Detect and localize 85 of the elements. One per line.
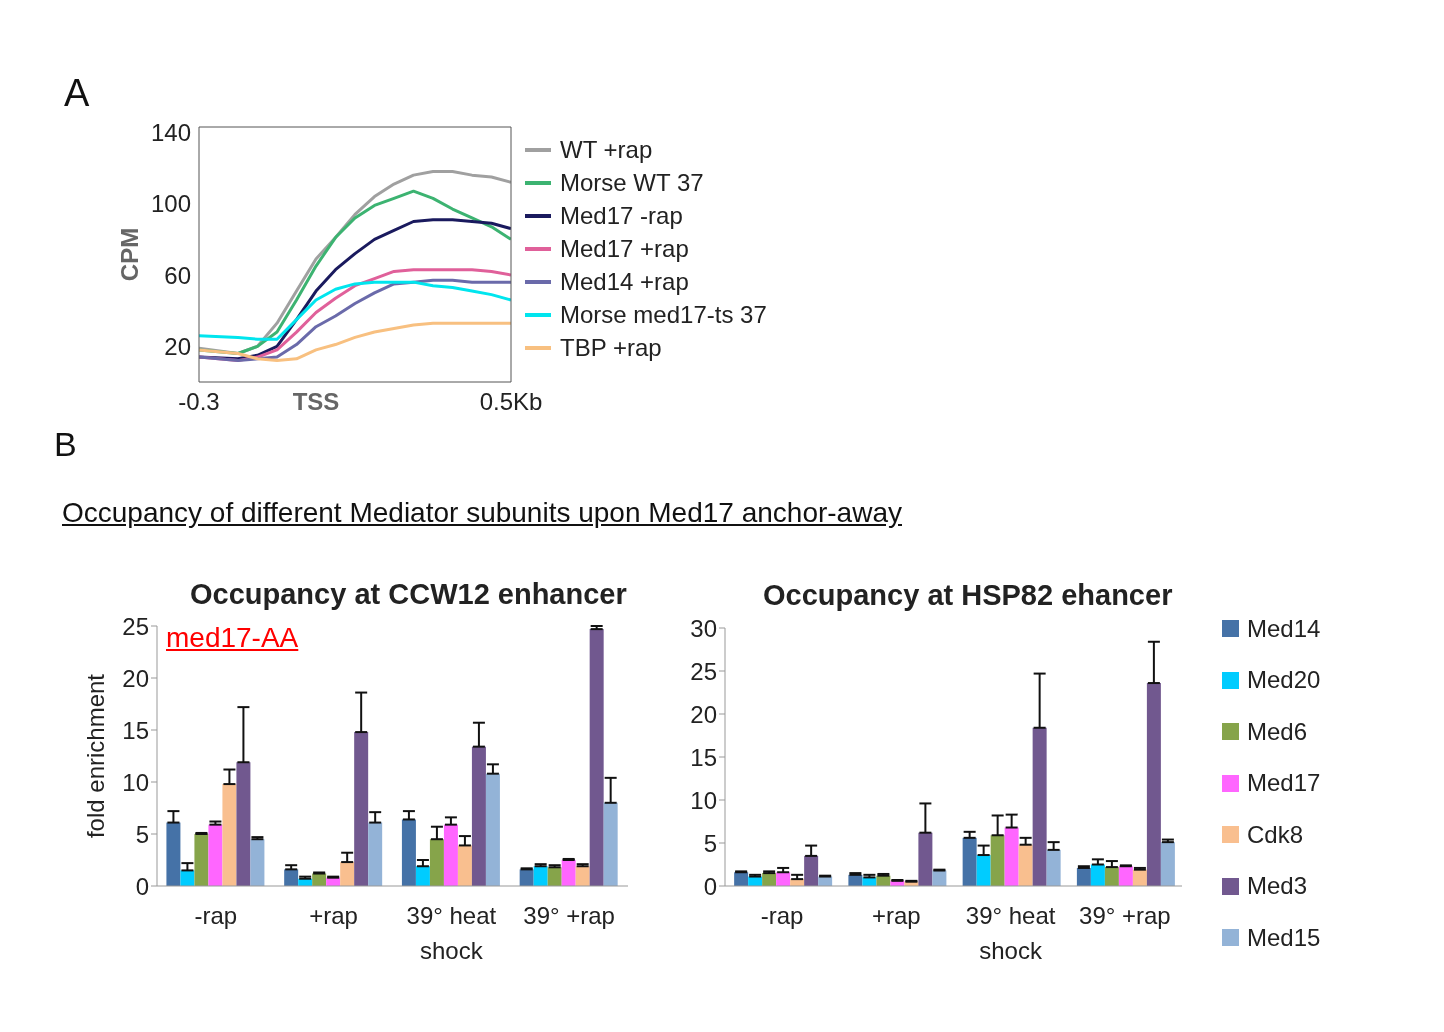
bar [990, 835, 1005, 886]
bar [1046, 849, 1061, 886]
bar [429, 839, 444, 886]
bar [457, 845, 472, 886]
bar [250, 839, 265, 886]
y-tick-label: 15 [122, 716, 149, 744]
y-tick-label: 30 [690, 614, 717, 642]
legend-label: Morse WT 37 [560, 168, 704, 197]
bar [340, 862, 355, 886]
legend-label: Med3 [1247, 872, 1308, 901]
x-tick-label: +rap [872, 902, 921, 929]
y-tick-label: 20 [122, 664, 149, 692]
bar [603, 802, 618, 886]
bar [1018, 844, 1033, 886]
y-axis-title: CPM [115, 227, 143, 282]
bar [222, 784, 237, 886]
y-tick-label: 5 [703, 829, 717, 857]
y-tick-label: 60 [164, 261, 191, 289]
y-tick-label: 25 [690, 657, 717, 685]
y-tick-label: 20 [690, 700, 717, 728]
text: B [54, 425, 77, 464]
bar [471, 746, 486, 886]
x-tick-label: +rap [309, 902, 358, 929]
bar [354, 732, 369, 886]
line-series [199, 321, 511, 363]
legend-label: Med20 [1247, 666, 1321, 695]
bar [561, 860, 576, 886]
bar [236, 762, 251, 886]
y-tick-label: 25 [122, 612, 149, 640]
bar [804, 855, 819, 886]
x-tick-label: 39° heat shock [965, 902, 1056, 964]
bar [180, 870, 195, 886]
y-tick-label: 20 [164, 332, 191, 360]
bar [1032, 727, 1047, 886]
x-tick-label: 0.5Kb [479, 388, 543, 415]
bar [575, 866, 590, 886]
text: A [64, 72, 90, 115]
y-tick-label: 15 [690, 743, 717, 771]
legend-label: Med14 [1247, 614, 1321, 643]
legend-label: Morse med17-ts 37 [560, 300, 767, 329]
bar [589, 629, 604, 886]
x-tick-label: -0.3 [178, 388, 220, 415]
bar [166, 822, 181, 886]
bar [194, 834, 209, 886]
bar [1160, 842, 1175, 886]
legend-label: Med17 [1247, 769, 1321, 798]
chart-title: Occupancy at CCW12 enhancer [190, 578, 627, 611]
line-series [199, 280, 511, 341]
y-axis-title: fold enrichment [81, 673, 109, 839]
legend-label: TBP +rap [560, 333, 662, 362]
legend-label: WT +rap [560, 135, 653, 164]
x-tick-label: TSS [292, 388, 340, 415]
y-tick-label: 0 [703, 872, 717, 900]
legend-label: Cdk8 [1247, 820, 1304, 849]
bar [962, 837, 977, 886]
bar [918, 832, 933, 886]
x-tick-label: -rap [194, 902, 238, 929]
bar [976, 855, 991, 886]
bar [208, 824, 223, 886]
y-tick-label: 100 [150, 190, 191, 218]
y-tick-label: 5 [135, 820, 149, 848]
y-tick-label: 10 [690, 786, 717, 814]
bar [443, 824, 458, 886]
bar [368, 822, 383, 886]
bar [415, 866, 430, 886]
bar [1004, 827, 1019, 886]
x-tick-label: -rap [760, 902, 804, 929]
bar [485, 773, 500, 886]
legend-label: Med14 +rap [560, 267, 689, 296]
annotation: med17-AA [166, 622, 299, 654]
chart-title: Occupancy at HSP82 ehancer [763, 579, 1173, 612]
legend-label: Med6 [1247, 717, 1308, 746]
x-tick-label: 39° +rap [1079, 902, 1171, 929]
bar [401, 819, 416, 886]
legend-label: Med17 +rap [560, 234, 689, 263]
y-tick-label: 10 [122, 768, 149, 796]
legend-label: Med15 [1247, 923, 1321, 952]
text: Occupancy of different Mediator subunits upon Med17 anchor-away [62, 497, 902, 529]
x-tick-label: 39° +rap [523, 902, 615, 929]
legend-label: Med17 -rap [560, 201, 683, 230]
bar [284, 869, 299, 886]
y-tick-label: 140 [150, 118, 191, 146]
bar [1146, 683, 1161, 886]
y-tick-label: 0 [135, 872, 149, 900]
x-tick-label: 39° heat shock [406, 902, 497, 964]
